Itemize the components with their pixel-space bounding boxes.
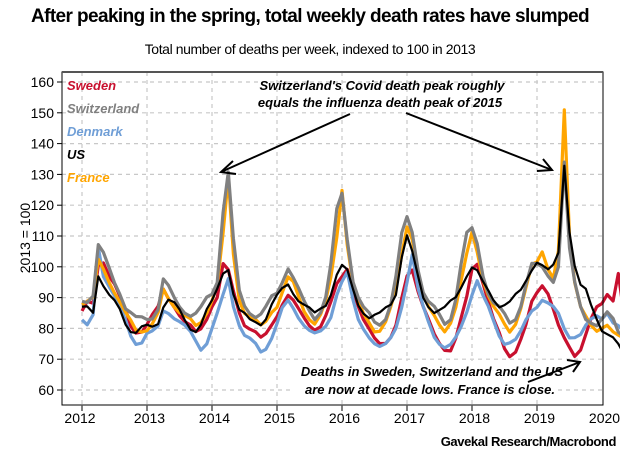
source-credit: Gavekal Research/Macrobond (440, 434, 617, 449)
y-tick-label: 70 (38, 351, 54, 367)
chart-subtitle: Total number of deaths per week, indexed… (144, 41, 476, 57)
y-tick-label: 150 (31, 105, 55, 121)
x-tick-label: 2017 (394, 410, 425, 426)
arrowhead-icon (566, 359, 582, 373)
x-tick-label: 2020 (589, 410, 620, 426)
legend-item-france: France (67, 170, 110, 185)
x-tick-label: 2012 (64, 410, 95, 426)
annotation-arrow-2015 (220, 113, 351, 173)
x-axis: 2012 2013 2014 2015 2016 2017 2018 2019 2020 (64, 405, 620, 426)
annotation-bottom-background (290, 361, 556, 399)
annotation-top-line-2: equals the influenza death peak of 2015 (258, 95, 503, 110)
y-tick-label: 60 (38, 382, 54, 398)
series-lines (80, 108, 620, 359)
y-tick-label: 110 (32, 228, 55, 244)
annotation-arrow-2020 (405, 112, 553, 171)
legend-item-denmark: Denmark (67, 124, 123, 139)
y-axis: 60 70 80 90 100 110 120 130 140 150 160 (31, 74, 62, 398)
legend-item-us: US (67, 147, 85, 162)
x-tick-label: 2018 (459, 410, 490, 426)
annotation-arrow-2020-low (527, 361, 581, 383)
annotation-bottom-line-1: Deaths in Sweden, Switzerland and the US (301, 364, 564, 379)
arrowhead-icon (536, 158, 555, 172)
series-line-us (81, 164, 620, 350)
y-tick-label: 80 (38, 320, 54, 336)
y-tick-label: 120 (31, 197, 55, 213)
series-line-denmark (80, 245, 620, 354)
y-tick-label: 160 (31, 74, 55, 90)
annotation-top-line-1: Switzerland's Covid death peak roughly (259, 78, 505, 93)
y-tick-label: 140 (31, 136, 55, 152)
y-axis-label: 2013 = 100 (17, 203, 33, 274)
legend: Sweden Switzerland Denmark US France (67, 78, 140, 185)
x-tick-label: 2014 (199, 410, 230, 426)
annotation-bottom-line-2: are now at decade lows. France is close. (305, 382, 555, 397)
x-tick-label: 2019 (524, 410, 555, 426)
legend-item-sweden: Sweden (67, 78, 116, 93)
y-tick-label: 90 (38, 290, 54, 306)
y-tick-label: 100 (31, 259, 55, 275)
y-tick-label: 130 (31, 166, 55, 182)
x-tick-label: 2015 (264, 410, 295, 426)
chart-title: After peaking in the spring, total weekl… (30, 6, 590, 27)
arrowhead-icon (218, 160, 237, 175)
x-tick-label: 2013 (134, 410, 165, 426)
x-tick-label: 2016 (329, 410, 360, 426)
legend-item-switzerland: Switzerland (67, 101, 140, 116)
annotation-bottom: Deaths in Sweden, Switzerland and the US… (290, 359, 582, 399)
annotation-top: Switzerland's Covid death peak roughly e… (218, 78, 555, 175)
